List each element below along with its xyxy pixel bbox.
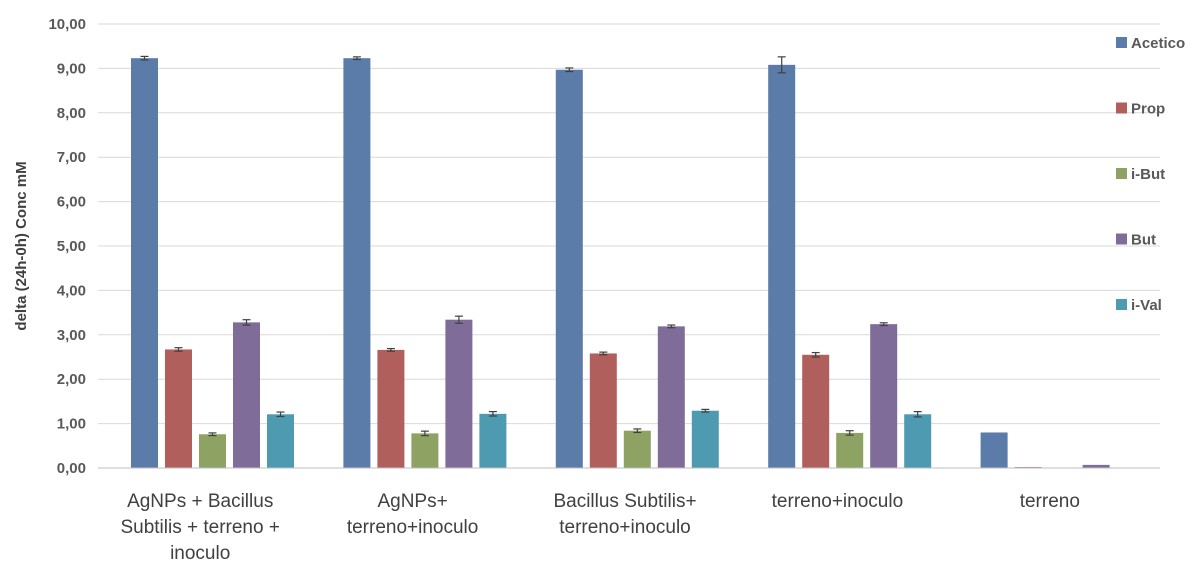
bar (980, 432, 1008, 468)
x-axis-categories: AgNPs + Bacillus Subtilis + terreno + inoc… (120, 491, 1079, 564)
x-category-label-line: inoculo (170, 543, 230, 564)
bar (199, 434, 226, 468)
bar (1082, 464, 1110, 468)
y-tick-label: 8,00 (57, 105, 86, 122)
legend-label: Prop (1131, 101, 1165, 118)
y-tick-label: 2,00 (57, 371, 86, 388)
y-tick-label: 0,00 (57, 460, 86, 477)
legend-label: i-But (1131, 166, 1165, 183)
bar (768, 64, 796, 469)
bar (343, 58, 371, 469)
legend-label: Acetico (1131, 35, 1185, 52)
legend: Acetico Prop i-But But i-Val (1116, 35, 1185, 314)
bar (836, 432, 864, 468)
legend-swatch (1116, 102, 1127, 114)
y-tick-label: 3,00 (57, 327, 86, 344)
bar (555, 69, 583, 469)
bars (131, 58, 1110, 469)
legend-swatch (1116, 299, 1127, 310)
y-axis-ticks: 0,00 1,00 2,00 3,00 4,00 5,00 6,00 7,00 8,00 9,00… (48, 16, 86, 477)
bar (479, 413, 507, 468)
bar (870, 324, 898, 468)
x-category-label: terreno (1020, 491, 1080, 512)
legend-label: But (1131, 232, 1156, 249)
bar (267, 414, 294, 468)
x-category-label-line: terreno+inoculo (559, 517, 691, 538)
x-category-label-line: terreno+inoculo (347, 517, 479, 538)
x-category-label-line: AgNPs + Bacillus (127, 491, 273, 512)
bar (657, 326, 685, 468)
bar (411, 433, 439, 468)
legend-swatch (1116, 168, 1127, 179)
bar (131, 58, 158, 469)
bar (377, 349, 405, 468)
x-category-label: terreno+inoculo (772, 491, 904, 512)
x-category-label-line: terreno+inoculo (772, 491, 904, 512)
legend-label: i-Val (1131, 297, 1162, 314)
bar (233, 322, 260, 468)
bar (691, 410, 719, 468)
x-category-label: AgNPs + Bacillus Subtilis + terreno + inoc… (120, 491, 279, 564)
error-bars (140, 55, 922, 437)
bar (904, 414, 932, 468)
y-tick-label: 1,00 (57, 416, 86, 433)
y-tick-label: 4,00 (57, 282, 86, 299)
bar (589, 353, 617, 468)
x-category-label: AgNPs+ terreno+inoculo (347, 491, 479, 538)
y-tick-label: 9,00 (57, 60, 86, 77)
y-tick-label: 10,00 (48, 16, 86, 33)
legend-swatch (1116, 233, 1127, 245)
x-category-label-line: terreno (1020, 491, 1080, 512)
x-category-label-line: AgNPs+ (377, 491, 447, 512)
bar (445, 319, 473, 468)
y-tick-label: 6,00 (57, 194, 86, 211)
y-tick-label: 7,00 (57, 149, 86, 166)
y-tick-label: 5,00 (57, 238, 86, 255)
x-category-label: Bacillus Subtilis+ terreno+inoculo (553, 491, 696, 538)
y-axis-label: delta (24h-0h) Conc mM (13, 161, 30, 330)
bar (802, 354, 830, 468)
legend-swatch (1116, 37, 1127, 48)
bar (165, 349, 192, 468)
x-category-label-line: Subtilis + terreno + (120, 517, 279, 538)
x-category-label-line: Bacillus Subtilis+ (553, 491, 696, 512)
bar (623, 430, 651, 468)
